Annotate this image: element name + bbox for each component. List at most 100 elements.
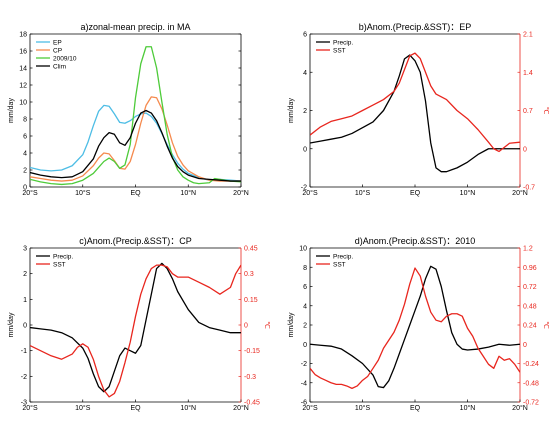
x-tick-label: 10°N xyxy=(460,404,476,412)
y-tick-label: 2 xyxy=(23,168,27,175)
y-tick-label: 0 xyxy=(303,342,307,349)
y-tick-label: 6 xyxy=(303,284,307,291)
x-tick-label: 20°S xyxy=(302,189,318,197)
y-right-axis-label: ℃ xyxy=(542,107,549,115)
y-right-tick-label: 0.15 xyxy=(244,297,258,304)
series-line-precip xyxy=(30,262,241,393)
x-tick-label: 20°N xyxy=(512,404,528,412)
y-tick-label: 8 xyxy=(23,117,27,124)
y-tick-label: 0 xyxy=(303,146,307,153)
x-tick-label: 20°S xyxy=(22,189,38,197)
y-right-axis-label: ℃ xyxy=(263,321,270,329)
y-right-tick-label: 0.96 xyxy=(523,265,537,272)
y-tick-label: 16 xyxy=(19,49,27,56)
x-tick-label: EQ xyxy=(130,190,141,197)
y-axis-label: mm/day xyxy=(288,98,295,123)
y-axis-label: mm/day xyxy=(8,312,15,337)
y-tick-label: 10 xyxy=(299,246,307,253)
x-tick-label: 10°S xyxy=(75,404,91,412)
y-right-tick-label: -0.48 xyxy=(523,380,539,387)
y-tick-label: 6 xyxy=(23,134,27,141)
y-right-tick-label: 0.3 xyxy=(244,271,254,278)
y-tick-label: 0 xyxy=(23,185,27,192)
series-line-sst xyxy=(30,264,241,398)
y-right-tick-label: 0.7 xyxy=(523,108,533,115)
y-right-tick-label: 0.24 xyxy=(523,323,537,330)
y-tick-label: -3 xyxy=(21,400,27,407)
y-right-tick-label: 0.48 xyxy=(523,303,537,310)
y-tick-label: 4 xyxy=(23,151,27,158)
legend-label: CP xyxy=(53,47,62,54)
legend-label: Precip. xyxy=(333,253,353,260)
y-tick-label: 18 xyxy=(19,32,27,39)
y-tick-label: 12 xyxy=(19,83,27,90)
y-axis-label: mm/day xyxy=(288,312,295,337)
y-tick-label: 1 xyxy=(23,297,27,304)
y-tick-label: 3 xyxy=(23,246,27,253)
y-axis-label: mm/day xyxy=(8,98,15,123)
legend-label: 2009/10 xyxy=(53,55,77,62)
series-line-sst xyxy=(310,267,520,390)
y-tick-label: -2 xyxy=(301,185,307,192)
y-tick-label: -2 xyxy=(21,374,27,381)
legend-label: SST xyxy=(333,47,346,54)
panel-b: b)Anom.(Precip.&SST)：EP 20°S 10°S EQ 10°N 20°… xyxy=(288,22,549,197)
x-tick-label: EQ xyxy=(410,405,421,412)
panel-d: d)Anom.(Precip.&SST)：2010 20°S 10°S EQ 10°N 2… xyxy=(288,236,549,412)
legend-label: Precip. xyxy=(53,253,73,260)
y-right-tick-label: 0 xyxy=(523,342,527,349)
series-line-precip xyxy=(310,265,520,389)
y-tick-label: 6 xyxy=(303,32,307,39)
legend-label: Precip. xyxy=(333,39,353,46)
x-tick-label: EQ xyxy=(410,190,421,197)
y-right-tick-label: 1.4 xyxy=(523,70,533,77)
x-tick-label: 10°N xyxy=(180,189,196,197)
series-line-clim xyxy=(30,109,241,182)
legend-label: SST xyxy=(53,261,66,268)
panel-title: b)Anom.(Precip.&SST)：EP xyxy=(359,22,472,32)
y-right-tick-label: -0.3 xyxy=(244,374,256,381)
panel-c: c)Anom.(Precip.&SST)：CP 20°S 10°S EQ 10°N 20°… xyxy=(8,236,270,412)
series-line-cp xyxy=(30,96,241,182)
y-right-tick-label: 0 xyxy=(523,146,527,153)
y-right-tick-label: 0 xyxy=(244,323,248,330)
x-tick-label: 10°N xyxy=(460,189,476,197)
y-tick-label: 4 xyxy=(303,303,307,310)
y-right-axis-label: ℃ xyxy=(542,321,549,329)
y-tick-label: 4 xyxy=(303,70,307,77)
x-tick-label: EQ xyxy=(130,405,141,412)
y-right-tick-label: 0.72 xyxy=(523,284,537,291)
y-right-tick-label: 2.1 xyxy=(523,32,533,39)
y-tick-label: -1 xyxy=(21,348,27,355)
legend-label: SST xyxy=(333,261,346,268)
series-line-sst xyxy=(310,52,520,153)
legend-label: Clim xyxy=(53,63,66,70)
y-tick-label: 0 xyxy=(23,323,27,330)
y-right-tick-label: 0.45 xyxy=(244,246,258,253)
legend-label: EP xyxy=(53,39,62,46)
x-tick-label: 10°N xyxy=(180,404,196,412)
y-tick-label: 2 xyxy=(303,323,307,330)
y-right-tick-label: 1.2 xyxy=(523,246,533,253)
y-tick-label: 2 xyxy=(23,271,27,278)
y-tick-label: 8 xyxy=(303,265,307,272)
y-right-tick-label: -0.72 xyxy=(523,400,539,407)
series-line-200910 xyxy=(30,46,241,186)
panel-title: a)zonal-mean precip. in MA xyxy=(80,22,190,32)
x-tick-label: 20°N xyxy=(512,189,528,197)
x-tick-label: 20°S xyxy=(302,404,318,412)
panel-a: a)zonal-mean precip. in MA 20°S 10°S EQ 10°N… xyxy=(8,22,249,197)
y-tick-label: 2 xyxy=(303,108,307,115)
x-tick-label: 20°N xyxy=(233,189,249,197)
panel-title: c)Anom.(Precip.&SST)：CP xyxy=(79,236,192,246)
series-line-ep xyxy=(30,104,241,182)
x-tick-label: 10°S xyxy=(355,404,371,412)
y-tick-label: -4 xyxy=(301,380,307,387)
y-tick-label: -2 xyxy=(301,361,307,368)
y-tick-label: -6 xyxy=(301,400,307,407)
x-tick-label: 10°S xyxy=(355,189,371,197)
y-right-tick-label: -0.7 xyxy=(523,185,535,192)
y-tick-label: 14 xyxy=(19,66,27,73)
y-tick-label: 10 xyxy=(19,100,27,107)
